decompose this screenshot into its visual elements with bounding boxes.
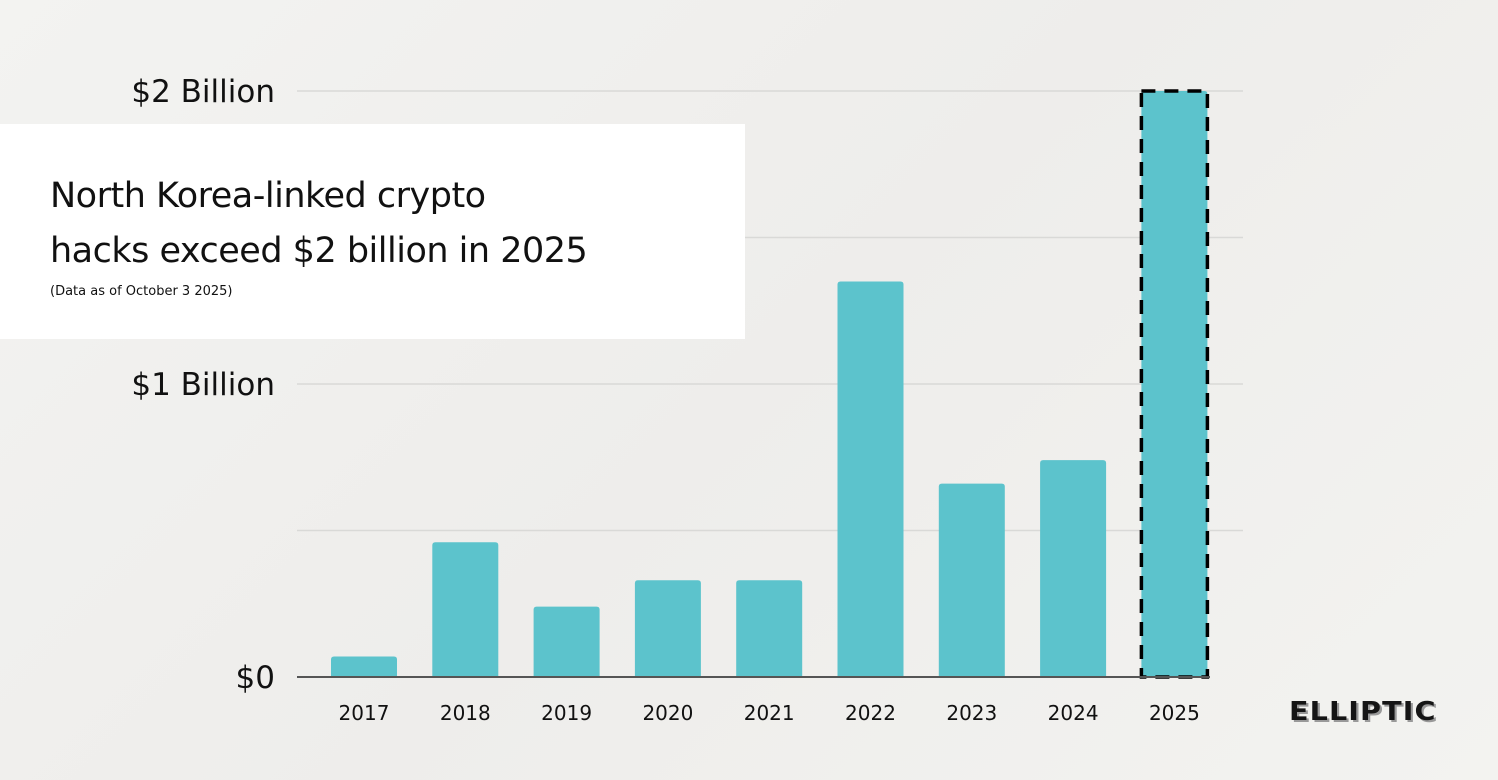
- bar-2025: [1141, 91, 1208, 677]
- bar-2020: [634, 580, 701, 677]
- elliptic-logo: ELLIPTIC: [1289, 697, 1437, 727]
- chart-subtitle: (Data as of October 3 2025): [50, 284, 233, 299]
- x-tick-label: 2022: [845, 701, 896, 725]
- bar-2023: [938, 483, 1005, 677]
- y-tick-label: $2 Billion: [131, 74, 275, 110]
- x-tick-label: 2018: [440, 701, 491, 725]
- bar-2018: [432, 542, 499, 677]
- y-tick-label: $0: [236, 660, 275, 696]
- bar-2024: [1040, 460, 1107, 677]
- x-tick-label: 2025: [1149, 701, 1200, 725]
- title-line-2: hacks exceed $2 billion in 2025: [50, 231, 588, 271]
- chart-title: North Korea-linked crypto hacks exceed $…: [50, 169, 588, 279]
- bar-2021: [736, 580, 803, 677]
- bar-2022: [837, 281, 904, 677]
- title-box: North Korea-linked crypto hacks exceed $…: [0, 124, 745, 339]
- bar-2017: [331, 656, 397, 677]
- highlight-outline-2025: [1139, 89, 1210, 679]
- bar-2019: [533, 606, 600, 677]
- x-tick-label: 2024: [1048, 701, 1099, 725]
- x-tick-label: 2020: [642, 701, 693, 725]
- x-tick-label: 2019: [541, 701, 592, 725]
- x-tick-label: 2021: [744, 701, 795, 725]
- x-tick-label: 2023: [946, 701, 997, 725]
- y-tick-label: $1 Billion: [131, 367, 275, 403]
- title-line-1: North Korea-linked crypto: [50, 176, 486, 216]
- x-tick-label: 2017: [339, 701, 390, 725]
